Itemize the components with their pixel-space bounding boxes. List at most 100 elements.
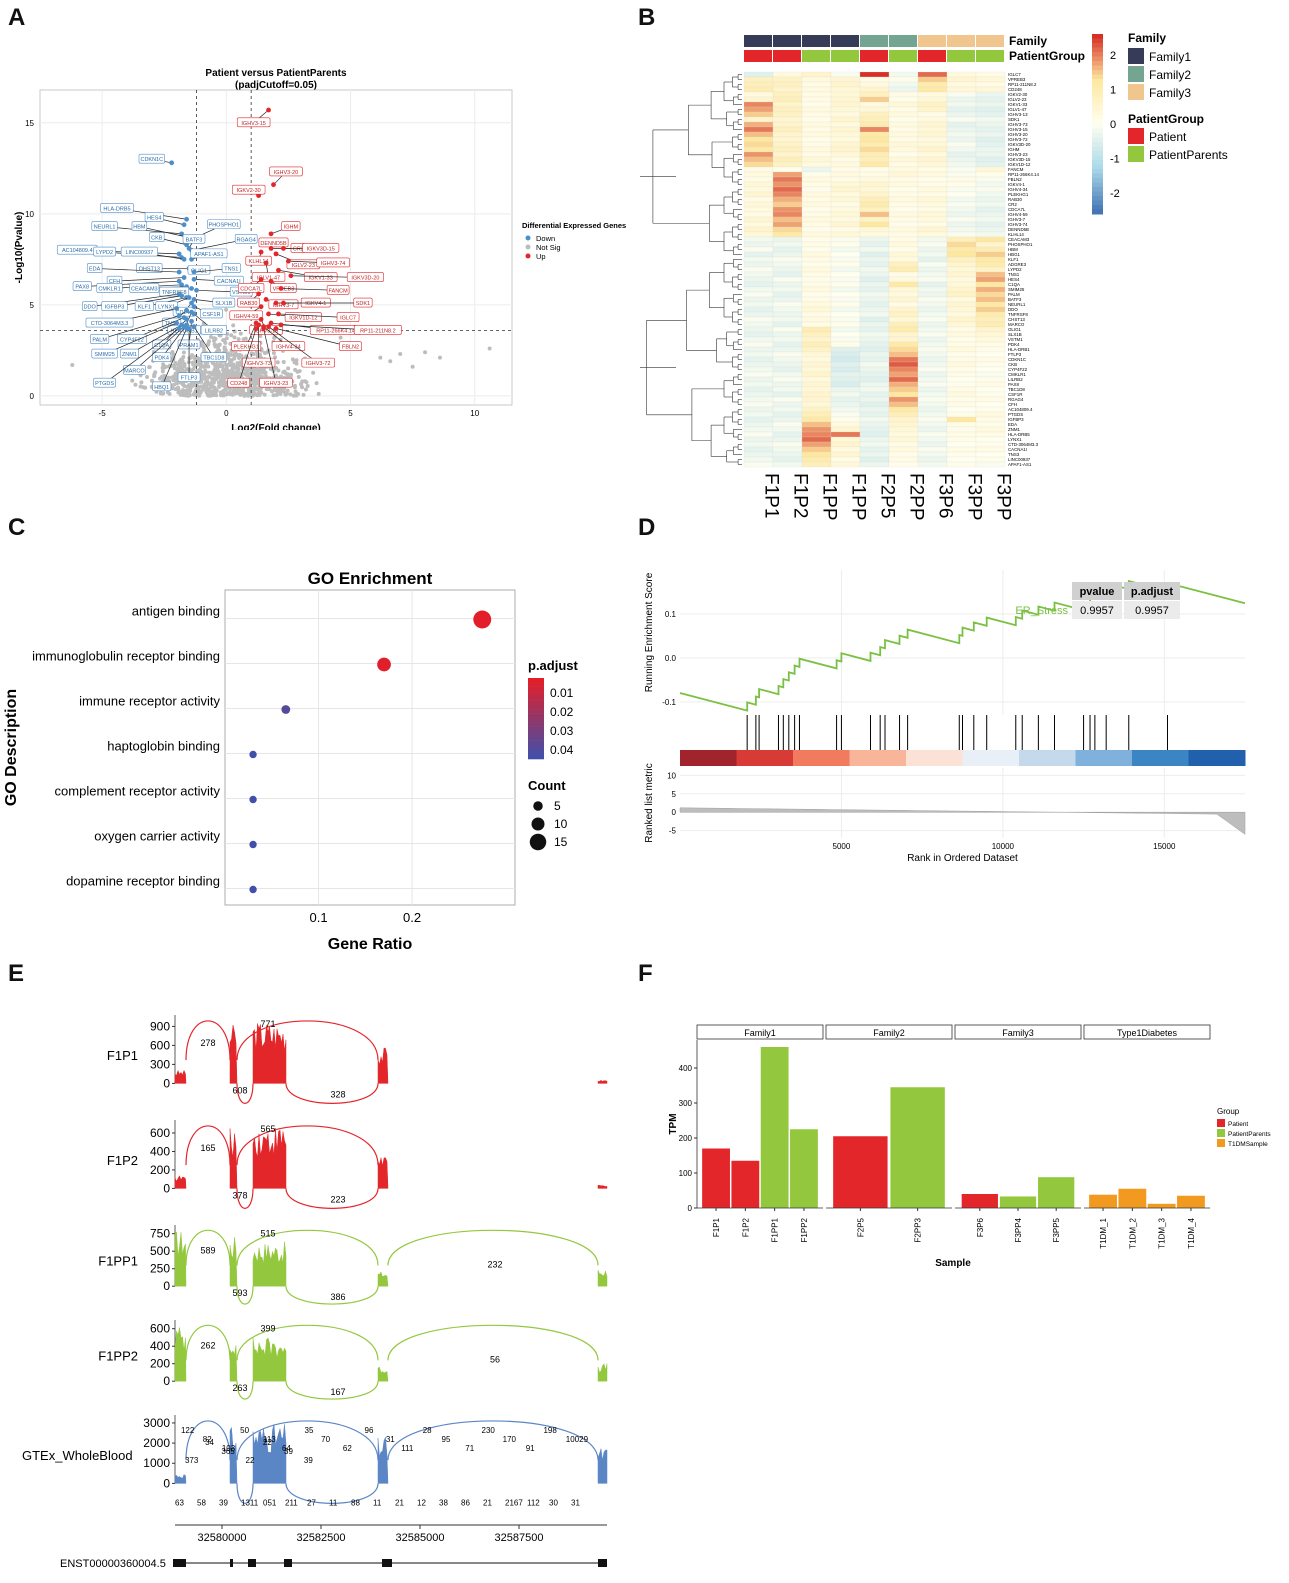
heatmap-cell bbox=[830, 211, 861, 218]
junction-count-top: 111 bbox=[401, 1444, 414, 1453]
not-sig-point bbox=[293, 367, 298, 372]
up-point bbox=[258, 249, 264, 255]
down-point bbox=[191, 276, 197, 282]
coverage-block bbox=[597, 1448, 608, 1484]
heatmap-cell bbox=[772, 291, 803, 298]
heatmap-cell bbox=[917, 396, 948, 403]
y-tick-label: 5 bbox=[30, 301, 35, 310]
down-gene-label: PALM bbox=[92, 337, 107, 343]
color-legend-segment bbox=[528, 696, 544, 700]
gene-row-label: ADGRE3 bbox=[1008, 262, 1027, 267]
not-sig-point bbox=[296, 375, 301, 380]
heatmap-cell bbox=[917, 126, 948, 133]
heatmap-cell bbox=[888, 456, 919, 463]
coverage-block bbox=[229, 1024, 238, 1084]
heatmap-cell bbox=[917, 81, 948, 88]
heatmap-cell bbox=[743, 366, 774, 373]
heatmap-cell bbox=[917, 461, 948, 468]
junction-arc bbox=[236, 1125, 379, 1166]
not-sig-point bbox=[235, 372, 240, 377]
gene-row-label: RAB30 bbox=[1008, 197, 1022, 202]
junction-count-bottom: 21 bbox=[483, 1498, 492, 1507]
track-y-tick-label: 200 bbox=[150, 1163, 170, 1177]
heatmap-cell bbox=[772, 371, 803, 378]
size-legend-title: Count bbox=[528, 778, 566, 793]
down-label-box bbox=[117, 334, 147, 344]
heatmap-cell bbox=[830, 241, 861, 248]
heatmap-cell bbox=[888, 281, 919, 288]
family-legend-label: Family1 bbox=[1149, 50, 1191, 64]
heatmap-cell bbox=[830, 451, 861, 458]
heatmap-cell bbox=[830, 391, 861, 398]
heatmap-cell bbox=[888, 261, 919, 268]
heatmap-cell bbox=[772, 176, 803, 183]
rank-color-band bbox=[849, 750, 907, 766]
heatmap-cell bbox=[772, 396, 803, 403]
colorbar-segment bbox=[1092, 137, 1103, 143]
not-sig-point bbox=[272, 386, 277, 391]
heatmap-cell bbox=[975, 316, 1006, 323]
heatmap-cell bbox=[830, 231, 861, 238]
down-gene-label: BATF3 bbox=[186, 237, 203, 243]
legend-swatch bbox=[1217, 1139, 1225, 1147]
gene-row-label: IGKV3D-15 bbox=[1008, 157, 1031, 162]
go-term-label: oxygen carrier activity bbox=[94, 829, 220, 844]
sample-tick-label: F1PP1 bbox=[771, 1217, 780, 1242]
table-header-cell bbox=[1124, 582, 1180, 600]
heatmap-cell bbox=[801, 96, 832, 103]
heatmap-cell bbox=[975, 136, 1006, 143]
junction-arc bbox=[185, 1420, 231, 1461]
heatmap-cell bbox=[917, 241, 948, 248]
down-point bbox=[176, 269, 182, 275]
junction-arc bbox=[236, 1420, 379, 1461]
coverage-block bbox=[597, 1079, 608, 1084]
rank-color-band bbox=[736, 750, 794, 766]
group-annotation-cell bbox=[773, 50, 801, 62]
color-legend-segment bbox=[528, 683, 544, 687]
plot-frame bbox=[224, 589, 516, 906]
track-y-tick-label: 500 bbox=[150, 1244, 170, 1258]
color-legend-segment bbox=[528, 723, 544, 727]
junction-count-top: 95 bbox=[442, 1435, 451, 1444]
legend-label: Not Sig bbox=[536, 243, 561, 252]
gene-row-label: KLF1 bbox=[1008, 257, 1019, 262]
go-term-point bbox=[249, 750, 257, 759]
heatmap-cell bbox=[772, 161, 803, 168]
up-gene-label: IGHV3-13 bbox=[254, 328, 278, 334]
panel-label-f: F bbox=[638, 960, 653, 987]
heatmap-cell bbox=[772, 121, 803, 128]
heatmap-cell bbox=[946, 411, 977, 418]
down-gene-label: VSTM1 bbox=[232, 290, 250, 296]
heatmap-cell bbox=[830, 386, 861, 393]
coverage-block bbox=[174, 1327, 187, 1382]
heatmap-cell bbox=[975, 341, 1006, 348]
heatmap-cell bbox=[859, 441, 890, 448]
colorbar-segment bbox=[1092, 146, 1103, 152]
colorbar-segment bbox=[1092, 70, 1103, 75]
not-sig-point bbox=[291, 393, 296, 398]
rank-color-band bbox=[1075, 750, 1133, 766]
down-label-box bbox=[138, 153, 165, 164]
down-gene-label: OHST13 bbox=[139, 266, 160, 272]
down-gene-label: CMKLR1 bbox=[98, 286, 120, 292]
heatmap-cell bbox=[917, 391, 948, 398]
gene-row-label: DDO bbox=[1008, 307, 1018, 312]
heatmap-cell bbox=[975, 296, 1006, 303]
heatmap-cell bbox=[830, 196, 861, 203]
heatmap-cell bbox=[859, 266, 890, 273]
heatmap-cell bbox=[946, 416, 977, 423]
heatmap-cell bbox=[830, 336, 861, 343]
rank-color-band bbox=[1188, 750, 1246, 766]
heatmap-cell bbox=[975, 146, 1006, 153]
up-gene-label: PLEKHG1 bbox=[234, 345, 259, 351]
heatmap-cell bbox=[975, 121, 1006, 128]
coverage-block bbox=[377, 1157, 389, 1189]
column-label: F1PP1 bbox=[819, 473, 840, 520]
junction-count-top: 22 bbox=[263, 1438, 272, 1447]
heatmap-cell bbox=[743, 341, 774, 348]
legend-swatch bbox=[525, 235, 531, 241]
heatmap-cell bbox=[888, 391, 919, 398]
heatmap-cell bbox=[859, 371, 890, 378]
down-gene-label: NEURL1 bbox=[94, 225, 116, 231]
color-legend-title: p.adjust bbox=[528, 658, 579, 673]
